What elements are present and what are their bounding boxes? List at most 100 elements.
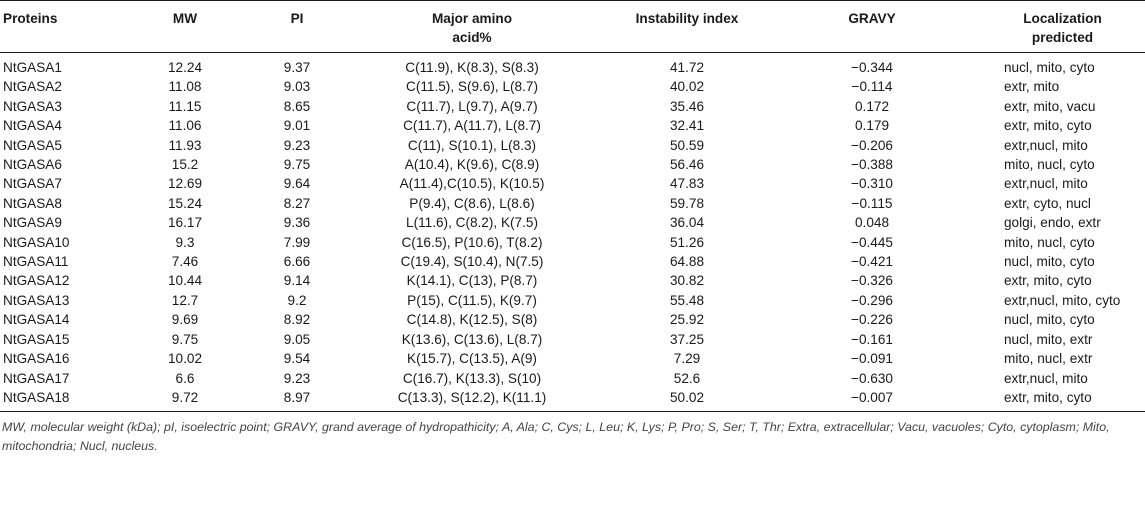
cell-protein: NtGASA3 [3, 98, 62, 114]
cell-gravy: −0.226 [851, 312, 893, 328]
header-instability-index: Instability index [635, 11, 739, 26]
cell-major-amino-acid: K(13.6), C(13.6), L(8.7) [401, 331, 543, 347]
table-header: Proteins MW PI Major amino acid% Instabi… [0, 0, 1145, 53]
cell-pi: 9.01 [283, 118, 311, 134]
table-row: NtGASA9 16.17 9.36 L(11.6), C(8.2), K(7.5) 3… [0, 213, 1145, 232]
table-row: NtGASA3 11.15 8.65 C(11.7), L(9.7), A(9.7) 3… [0, 97, 1145, 116]
table-row: NtGASA2 11.08 9.03 C(11.5), S(9.6), L(8.7) 4… [0, 77, 1145, 96]
cell-protein: NtGASA9 [3, 215, 62, 231]
cell-major-amino-acid: C(11.9), K(8.3), S(8.3) [405, 60, 539, 75]
cell-major-amino-acid: C(13.3), S(12.2), K(11.1) [397, 389, 547, 405]
cell-pi: 9.05 [283, 331, 311, 347]
cell-pi: 8.65 [283, 98, 311, 114]
header-localization: Localization predicted [962, 1, 1145, 53]
table-row: NtGASA4 11.06 9.01 C(11.7), A(11.7), L(8.7)… [0, 116, 1145, 135]
cell-pi: 9.23 [283, 137, 311, 153]
cell-gravy: −0.630 [851, 370, 893, 386]
cell-mw: 12.7 [171, 292, 199, 308]
cell-major-amino-acid: P(15), C(11.5), K(9.7) [407, 292, 537, 308]
cell-mw: 11.15 [168, 98, 202, 114]
cell-protein: NtGASA18 [3, 389, 70, 405]
cell-instability-index: 50.02 [669, 389, 705, 405]
cell-localization: golgi, endo, extr [1004, 215, 1101, 231]
cell-protein: NtGASA10 [3, 234, 70, 250]
cell-localization: nucl, mito, cyto [1004, 60, 1095, 75]
cell-instability-index: 35.46 [669, 98, 705, 114]
cell-instability-index: 59.78 [669, 195, 705, 211]
table-footnote: MW, molecular weight (kDa); pI, isoelect… [2, 420, 1110, 454]
cell-gravy: −0.115 [851, 195, 893, 211]
cell-protein: NtGASA14 [3, 312, 70, 328]
header-pi: PI [290, 11, 304, 26]
cell-localization: extr, mito, cyto [1004, 389, 1092, 405]
cell-instability-index: 37.25 [669, 331, 705, 347]
cell-pi: 9.75 [283, 157, 311, 173]
table-row: NtGASA10 9.3 7.99 C(16.5), P(10.6), T(8.2) 5… [0, 233, 1145, 252]
cell-instability-index: 41.72 [669, 60, 705, 75]
table-row: NtGASA18 9.72 8.97 C(13.3), S(12.2), K(11.1… [0, 388, 1145, 412]
cell-protein: NtGASA7 [3, 176, 62, 192]
cell-localization: extr,nucl, mito, cyto [1004, 292, 1121, 308]
cell-major-amino-acid: L(11.6), C(8.2), K(7.5) [406, 215, 538, 231]
cell-pi: 9.14 [283, 273, 311, 289]
table-row: NtGASA12 10.44 9.14 K(14.1), C(13), P(8.7) 3… [0, 271, 1145, 290]
cell-mw: 11.08 [168, 79, 202, 95]
cell-instability-index: 47.83 [669, 176, 705, 192]
cell-mw: 10.44 [167, 273, 203, 289]
table-row: NtGASA16 10.02 9.54 K(15.7), C(13.5), A(9) 7… [0, 349, 1145, 368]
cell-gravy: 0.048 [854, 215, 890, 231]
cell-pi: 9.2 [287, 292, 307, 308]
table-row: NtGASA7 12.69 9.64 A(11.4),C(10.5), K(10.5)… [0, 174, 1145, 193]
cell-mw: 12.24 [167, 60, 203, 75]
cell-localization: mito, nucl, cyto [1004, 234, 1095, 250]
header-proteins: Proteins [3, 11, 58, 26]
cell-pi: 8.92 [283, 312, 311, 328]
cell-mw: 6.6 [175, 370, 195, 386]
cell-major-amino-acid: P(9.4), C(8.6), L(8.6) [409, 195, 535, 211]
cell-gravy: −0.421 [851, 254, 893, 270]
cell-major-amino-acid: A(11.4),C(10.5), K(10.5) [399, 176, 545, 192]
header-gravy: GRAVY [848, 11, 896, 26]
cell-protein: NtGASA1 [3, 60, 62, 75]
cell-localization: mito, nucl, cyto [1004, 157, 1095, 173]
cell-protein: NtGASA17 [3, 370, 70, 386]
cell-localization: extr, cyto, nucl [1004, 195, 1091, 211]
table-row: NtGASA1 12.24 9.37 C(11.9), K(8.3), S(8.3) 4… [0, 53, 1145, 78]
cell-protein: NtGASA13 [3, 292, 70, 308]
cell-pi: 9.23 [283, 370, 311, 386]
header-loc-line1: Localization [1023, 11, 1102, 26]
cell-gravy: 0.172 [854, 98, 890, 114]
cell-localization: extr, mito, vacu [1004, 98, 1096, 114]
cell-pi: 9.36 [283, 215, 311, 231]
cell-mw: 9.72 [171, 389, 199, 405]
cell-localization: mito, nucl, extr [1004, 351, 1093, 367]
cell-instability-index: 51.26 [669, 234, 705, 250]
header-row: Proteins MW PI Major amino acid% Instabi… [0, 0, 1145, 53]
table-body: NtGASA1 12.24 9.37 C(11.9), K(8.3), S(8.3) 4… [0, 53, 1145, 412]
cell-instability-index: 64.88 [669, 254, 705, 270]
cell-pi: 6.66 [283, 254, 311, 270]
table-row: NtGASA8 15.24 8.27 P(9.4), C(8.6), L(8.6) 59… [0, 194, 1145, 213]
cell-localization: nucl, mito, cyto [1004, 312, 1095, 328]
cell-major-amino-acid: C(14.8), K(12.5), S(8) [406, 312, 538, 328]
cell-mw: 15.2 [171, 157, 199, 173]
cell-major-amino-acid: C(16.7), K(13.3), S(10) [402, 370, 542, 386]
cell-protein: NtGASA15 [3, 331, 70, 347]
cell-gravy: −0.388 [851, 157, 893, 173]
cell-instability-index: 7.29 [673, 351, 701, 367]
cell-protein: NtGASA2 [3, 79, 62, 95]
header-loc-line2: predicted [1031, 30, 1094, 45]
cell-protein: NtGASA12 [3, 273, 70, 289]
cell-mw: 15.24 [167, 195, 203, 211]
cell-protein: NtGASA16 [3, 351, 70, 367]
cell-major-amino-acid: C(11.7), A(11.7), L(8.7) [403, 118, 541, 134]
cell-pi: 9.37 [283, 60, 311, 75]
cell-major-amino-acid: C(11.7), L(9.7), A(9.7) [406, 98, 538, 114]
cell-mw: 12.69 [167, 176, 203, 192]
cell-major-amino-acid: C(19.4), S(10.4), N(7.5) [400, 254, 544, 270]
cell-gravy: −0.310 [851, 176, 893, 192]
table-row: NtGASA17 6.6 9.23 C(16.7), K(13.3), S(10) 52… [0, 369, 1145, 388]
cell-localization: extr, mito, cyto [1004, 273, 1092, 289]
cell-major-amino-acid: K(15.7), C(13.5), A(9) [407, 351, 537, 367]
